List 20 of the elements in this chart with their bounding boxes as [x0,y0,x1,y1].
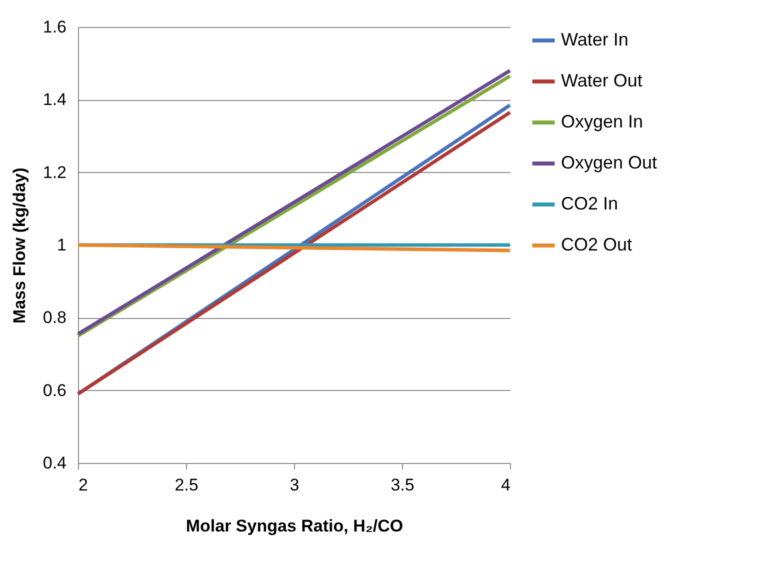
legend-label: CO2 In [561,194,618,214]
legend-label: CO2 Out [561,234,632,254]
x-tick-label: 3 [290,476,300,494]
y-tick-label: 1 [57,236,66,254]
legend-label: Oxygen In [561,112,644,132]
y-axis-title: Mass Flow (kg/day) [10,168,29,324]
y-tick-label: 0.4 [42,454,66,472]
y-tick-label: 0.8 [42,308,66,328]
legend-label: Water Out [561,70,642,90]
y-tick-label: 1.2 [42,162,66,182]
legend-label: Oxygen Out [561,152,658,172]
x-axis-title: Molar Syngas Ratio, H₂/CO [186,516,404,536]
x-tick-label: 2.5 [174,476,198,494]
legend-label: Water In [561,30,628,50]
x-tick-label: 2 [78,476,88,494]
y-tick-label: 0.6 [42,380,66,400]
y-tick-label: 1.4 [42,90,66,110]
x-tick-label: 3.5 [390,476,414,494]
x-tick-label: 4 [501,476,510,494]
y-tick-label: 1.6 [42,18,66,36]
